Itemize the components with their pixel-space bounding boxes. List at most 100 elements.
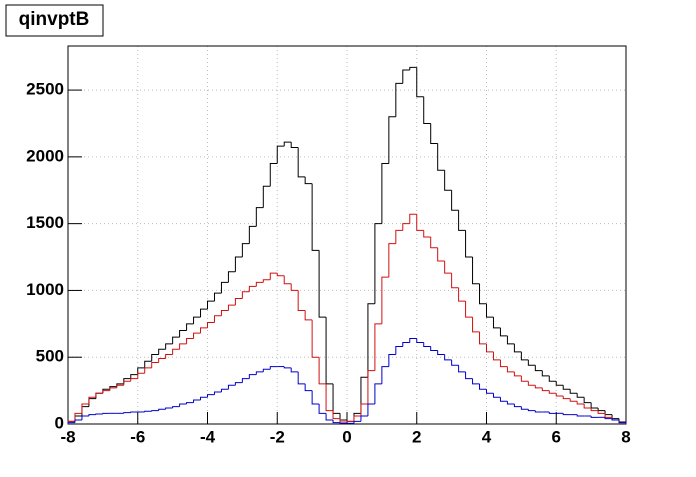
histogram-bin [172, 348, 180, 355]
x-tick-label: 0 [342, 427, 351, 446]
x-tick-label: 8 [621, 427, 630, 446]
histogram-bin [297, 147, 306, 178]
histogram-bin [269, 163, 278, 187]
histogram-bin [395, 82, 403, 117]
histogram-bin [207, 394, 215, 398]
histogram-bin [283, 366, 292, 369]
histogram-bin [200, 308, 208, 318]
histogram-bin [430, 346, 438, 352]
histogram-bin [325, 383, 334, 412]
histogram-bin [262, 368, 271, 372]
y-tick-label: 2000 [26, 146, 64, 165]
histogram-bin [193, 332, 201, 339]
x-tick-label: 6 [552, 427, 561, 446]
histogram-bin [444, 354, 452, 361]
histogram-bin [311, 390, 320, 405]
histogram-bin [499, 327, 508, 337]
histogram-bin [381, 276, 389, 324]
histogram-bin [520, 406, 529, 410]
histogram-bin [311, 183, 320, 251]
histogram-bin [472, 257, 480, 285]
histogram-bin [144, 410, 152, 412]
x-tick-label: -8 [60, 427, 75, 446]
x-tick-label: 4 [482, 427, 492, 446]
histogram-bin [213, 315, 222, 323]
histogram-bin [374, 223, 382, 304]
x-tick-label: -2 [270, 427, 285, 446]
histogram-bin [234, 256, 243, 272]
histogram-bin [409, 213, 417, 224]
histogram-bin [513, 343, 522, 353]
histogram-bin [388, 243, 396, 278]
histogram-bin [269, 366, 278, 370]
histogram-bin [234, 382, 243, 386]
histogram-bin [123, 412, 131, 414]
histogram-bin [297, 371, 306, 385]
histogram-bin [444, 261, 452, 274]
histogram-bin [555, 381, 564, 386]
histogram-bin [346, 420, 354, 422]
histogram-bin [541, 387, 550, 392]
histogram-bin [465, 371, 473, 380]
histogram-bin [388, 354, 396, 367]
histogram-bin [81, 415, 89, 420]
histogram-bin [116, 384, 124, 388]
histogram-bin [276, 145, 285, 164]
histogram-bin [179, 330, 187, 338]
histogram-bin [325, 413, 334, 421]
y-tick-label: 500 [36, 347, 64, 366]
histogram-bin [492, 317, 501, 329]
histogram-bin [297, 290, 306, 311]
histogram-bin [583, 403, 592, 409]
histogram-bin [262, 279, 271, 283]
histogram-bin [283, 141, 292, 147]
histogram-bin [569, 398, 578, 402]
histogram-bin [102, 390, 110, 394]
histogram-bin [402, 223, 410, 231]
histogram-bin [541, 370, 550, 377]
histogram-bin [430, 123, 438, 145]
histogram-bin [186, 323, 194, 331]
histogram-bin [172, 406, 180, 408]
chart-title: qinvptB [19, 9, 90, 30]
histogram-bin [220, 309, 229, 316]
histogram-bin [102, 412, 110, 414]
histogram-bin [227, 271, 236, 283]
histogram-bin [472, 378, 480, 385]
histogram-bin [444, 170, 452, 191]
histogram-bin [311, 319, 320, 358]
histogram-bin [458, 365, 466, 373]
histogram-bin [416, 214, 424, 231]
histogram-bin [513, 403, 522, 408]
histogram-bin [158, 348, 166, 355]
histogram-bin [318, 250, 327, 318]
histogram-bin [165, 354, 173, 359]
histogram-bin [262, 185, 271, 208]
histogram-bin [590, 415, 599, 418]
x-tick-label: -6 [130, 427, 145, 446]
y-tick-label: 1000 [26, 280, 64, 299]
histogram-bin [437, 350, 445, 356]
histogram-bin [506, 335, 515, 345]
histogram-bin [193, 316, 201, 324]
histogram-bin [374, 323, 382, 371]
histogram-bin [423, 230, 431, 238]
histogram-bin [74, 412, 82, 422]
histogram-bin [220, 281, 229, 294]
histogram-bin [200, 396, 208, 400]
histogram-bin [304, 310, 313, 321]
histogram-bin [611, 418, 620, 421]
histogram-bin [416, 338, 424, 344]
histogram-bin [451, 273, 459, 289]
histogram-bin [158, 408, 166, 411]
histogram-bin [241, 291, 250, 299]
histogram-bin [248, 285, 257, 292]
histogram-bin [290, 142, 299, 149]
histogram-bin [486, 343, 494, 353]
histogram-bin [151, 354, 159, 362]
histogram-bin [165, 343, 173, 350]
histogram-bin [304, 383, 313, 392]
histogram-bin [492, 393, 501, 398]
histogram-bin [290, 367, 299, 373]
histogram-bin [499, 397, 508, 402]
